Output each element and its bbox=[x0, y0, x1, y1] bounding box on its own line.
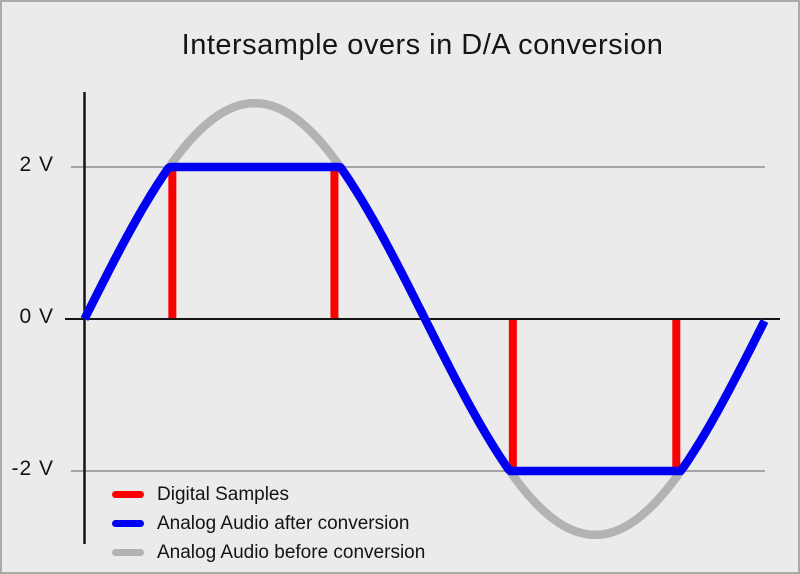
y-tick-label-2v: 2 V bbox=[19, 153, 54, 176]
legend-label-analog-before: Analog Audio before conversion bbox=[157, 541, 426, 563]
legend: Digital Samples Analog Audio after conve… bbox=[112, 480, 425, 567]
y-tick-label-0v: 0 V bbox=[19, 305, 54, 328]
y-tick-label-minus-2v: -2 V bbox=[11, 457, 54, 480]
chart-title: Intersample overs in D/A conversion bbox=[181, 29, 664, 61]
analog-after-curve bbox=[80, 162, 769, 476]
legend-swatch-analog-before bbox=[112, 549, 144, 556]
legend-swatch-analog-after bbox=[112, 520, 144, 527]
legend-row-analog-after: Analog Audio after conversion bbox=[112, 509, 425, 538]
legend-row-analog-before: Analog Audio before conversion bbox=[112, 538, 425, 567]
legend-row-digital-samples: Digital Samples bbox=[112, 480, 425, 509]
legend-label-digital-samples: Digital Samples bbox=[157, 483, 289, 505]
legend-label-analog-after: Analog Audio after conversion bbox=[157, 512, 410, 534]
legend-swatch-digital-samples bbox=[112, 491, 144, 498]
